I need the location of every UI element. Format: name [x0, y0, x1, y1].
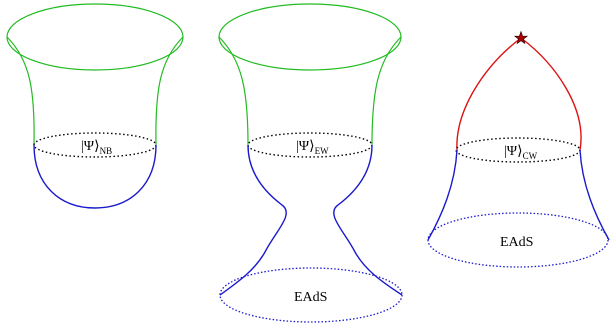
top-boundary-ellipse: [6, 3, 184, 71]
right-blue-neck: [333, 144, 403, 296]
eads-ellipse: [427, 212, 609, 268]
state-label-nb: |Ψ⟩NB: [81, 139, 112, 156]
eads-label: EAdS: [500, 235, 533, 250]
star-icon: [513, 30, 529, 45]
figure-cw: |Ψ⟩CW EAdS: [427, 30, 610, 268]
left-blue-neck: [219, 144, 287, 296]
left-green-wall: [6, 36, 35, 146]
right-green-wall: [371, 36, 402, 146]
state-label-cw: |Ψ⟩CW: [504, 144, 538, 161]
left-blue-wall: [427, 149, 458, 241]
top-boundary-ellipse: [218, 3, 402, 71]
euclidean-cap: [33, 144, 157, 209]
figure-ew: |Ψ⟩EW EAdS: [218, 3, 403, 323]
figure-nb: |Ψ⟩NB: [6, 3, 184, 209]
left-red-arc: [456, 37, 522, 151]
eads-label: EAdS: [294, 290, 327, 305]
right-green-wall: [155, 36, 184, 146]
left-green-wall: [218, 36, 249, 146]
right-red-arc: [520, 37, 582, 151]
state-label-ew: |Ψ⟩EW: [296, 139, 329, 156]
right-blue-wall: [579, 149, 610, 241]
eads-ellipse: [219, 267, 403, 323]
